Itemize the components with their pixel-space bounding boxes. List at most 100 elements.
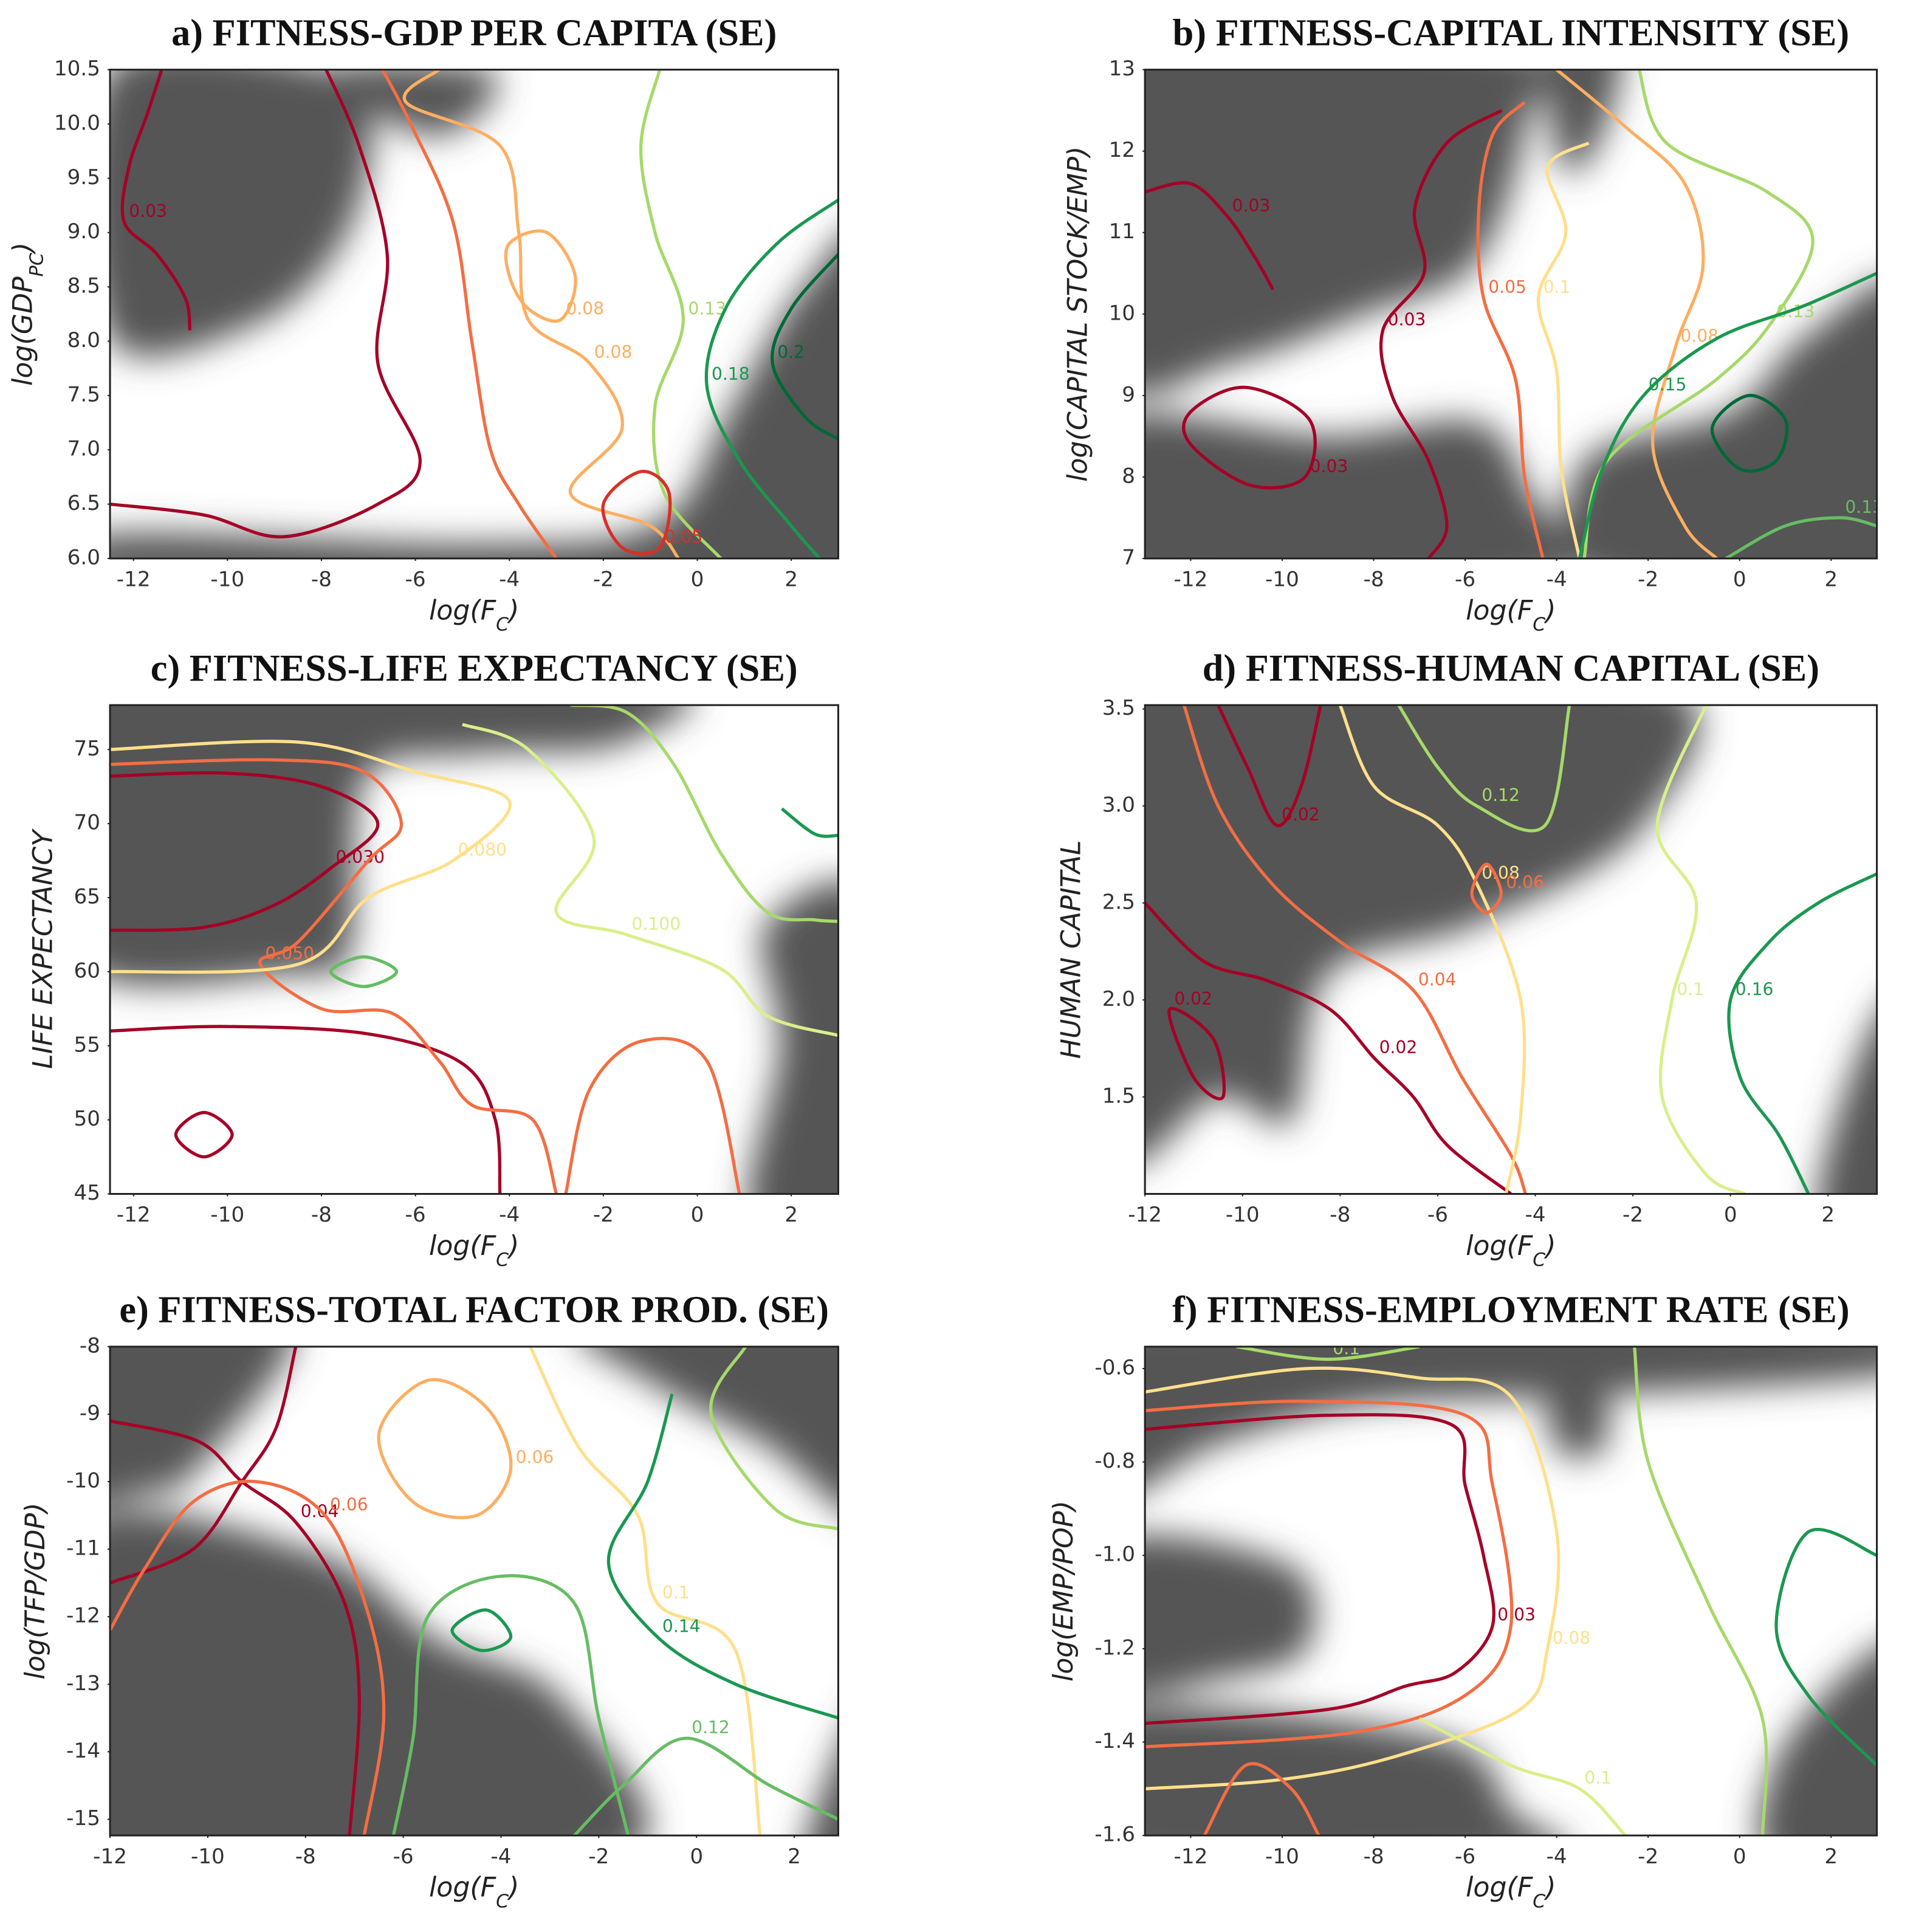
contour-label: 0.03: [1497, 1604, 1536, 1624]
contour-line: [1470, 862, 1503, 915]
y-axis-label: HUMAN CAPITAL: [1056, 840, 1087, 1059]
chart-title: d) FITNESS-HUMAN CAPITAL (SE): [1203, 647, 1819, 689]
y-tick-label: 9: [1122, 382, 1135, 407]
contour-line: [781, 807, 839, 838]
y-tick-label: -1.2: [1094, 1635, 1135, 1660]
x-tick-label: -12: [93, 1844, 127, 1869]
high-error-region: [1562, 283, 1877, 559]
y-tick-label: 11: [1109, 219, 1135, 244]
contour-label: 0.08: [1553, 1628, 1591, 1648]
contour-label: 0.15: [1649, 375, 1687, 395]
high-error-region: [1544, 69, 1622, 174]
contour-line: [1145, 901, 1512, 1194]
x-tick-label: -6: [1427, 1203, 1448, 1227]
y-axis-label: log(TFP/GDP): [20, 1503, 51, 1680]
x-tick-label: 0: [1733, 568, 1746, 592]
y-tick-label: 60: [74, 958, 100, 983]
chart-title: e) FITNESS-TOTAL FACTOR PROD. (SE): [119, 1289, 829, 1331]
contour-line: [601, 470, 672, 555]
contour-line: [1145, 1413, 1495, 1725]
contour-label: 0.2: [777, 342, 805, 362]
contour-line: [1145, 181, 1275, 290]
y-axis-label-part: PC: [26, 253, 47, 277]
high-error-region: [1145, 1706, 1553, 1836]
x-axis-label-part: ): [1543, 1872, 1556, 1903]
plot-area: 0.030.030.030.05 0.10.080.130.150.13: [1145, 69, 1877, 559]
contour-line: [1633, 1346, 1768, 1836]
x-axis-label-part: log(F: [1466, 1231, 1533, 1262]
contour-line: [110, 69, 422, 538]
contour-label: 0.100: [632, 914, 681, 934]
x-tick-label: -2: [593, 1203, 614, 1227]
chart-title: c) FITNESS-LIFE EXPECTANCY (SE): [151, 647, 798, 689]
contour-label: 0.06: [330, 1494, 368, 1514]
x-tick-label: -8: [311, 1203, 332, 1227]
uncertainty-shading: [1145, 705, 1877, 1194]
x-axis-label-part: log(F: [429, 595, 496, 626]
contour-line: [709, 1346, 839, 1531]
axes-frame: [1144, 1346, 1878, 1837]
uncertainty-shading: [1145, 69, 1877, 559]
contour-line: [110, 758, 558, 1194]
y-tick-label: 8.5: [67, 274, 100, 298]
y-tick-label: 8.0: [67, 328, 100, 352]
y-axis-label: log(GDPPC): [8, 242, 47, 386]
high-error-region: [1145, 69, 1548, 396]
high-error-region: [110, 1510, 650, 1836]
y-axis-label: LIFE EXPECTANCY: [27, 828, 58, 1069]
y-tick-label: -9: [80, 1401, 100, 1425]
y-tick-label: -0.8: [1094, 1449, 1135, 1473]
contour-line: [570, 705, 839, 923]
x-tick-label: 2: [785, 1203, 798, 1227]
contour-line: [110, 771, 380, 932]
x-tick-label: 2: [785, 568, 798, 592]
contour-label: 0.03: [1388, 309, 1426, 329]
x-tick-label: 0: [1733, 1844, 1746, 1869]
x-axis-label: log(FC): [429, 1231, 519, 1271]
contour-label: 0.18: [712, 364, 750, 384]
y-tick-label: 3.0: [1102, 793, 1135, 817]
contour-line: [174, 1110, 234, 1159]
axes-frame: [109, 1346, 839, 1837]
y-tick-label: -15: [66, 1806, 100, 1831]
uncertainty-shading: [1145, 1346, 1877, 1836]
x-tick-label: -4: [1547, 568, 1567, 592]
y-tick-label: 2.5: [1102, 890, 1135, 914]
contour-label: 0.1: [662, 1583, 690, 1603]
y-tick-label: 9.0: [67, 219, 100, 244]
x-axis-label-part: C: [1533, 1891, 1545, 1912]
y-tick-label: 7.0: [67, 437, 100, 461]
high-error-region: [1545, 1369, 1609, 1459]
x-tick-label: -2: [593, 568, 614, 592]
contour-line: [1182, 385, 1317, 490]
x-tick-label: -6: [1455, 1844, 1475, 1869]
contour-label: 0.13: [688, 299, 726, 319]
y-tick-label: -11: [66, 1536, 100, 1561]
y-tick-label: 75: [74, 737, 100, 761]
contour-line: [1397, 705, 1571, 833]
y-tick-label: 2.0: [1102, 987, 1135, 1011]
axes-frame: [109, 704, 839, 1195]
contour-label: 0.1: [1677, 979, 1704, 999]
x-tick-label: 2: [1824, 1844, 1838, 1869]
y-tick-label: 50: [74, 1107, 100, 1131]
x-axis-label-part: ): [1543, 1231, 1556, 1262]
high-error-region: [1145, 413, 1576, 559]
uncertainty-shading: [110, 1346, 839, 1836]
axes-frame: [109, 69, 839, 560]
contour-line: [391, 1574, 630, 1836]
contour-line: [1338, 705, 1526, 1194]
contour-line: [639, 69, 723, 559]
contour-label: 0.06: [516, 1448, 554, 1468]
x-axis-label-part: log(F: [429, 1231, 496, 1262]
contour-label: 0.02: [1379, 1037, 1418, 1057]
contour-label: 0.03: [129, 201, 167, 221]
contour-label: 0.08: [566, 299, 604, 319]
contour-label: 0.1: [1543, 277, 1571, 297]
contour-label: 0.05: [1488, 277, 1526, 297]
contour-line: [1203, 1762, 1320, 1836]
y-tick-label: -10: [66, 1469, 100, 1493]
contour-line: [120, 69, 192, 331]
x-axis-label-part: ): [507, 595, 519, 626]
contour-line: [504, 229, 577, 323]
